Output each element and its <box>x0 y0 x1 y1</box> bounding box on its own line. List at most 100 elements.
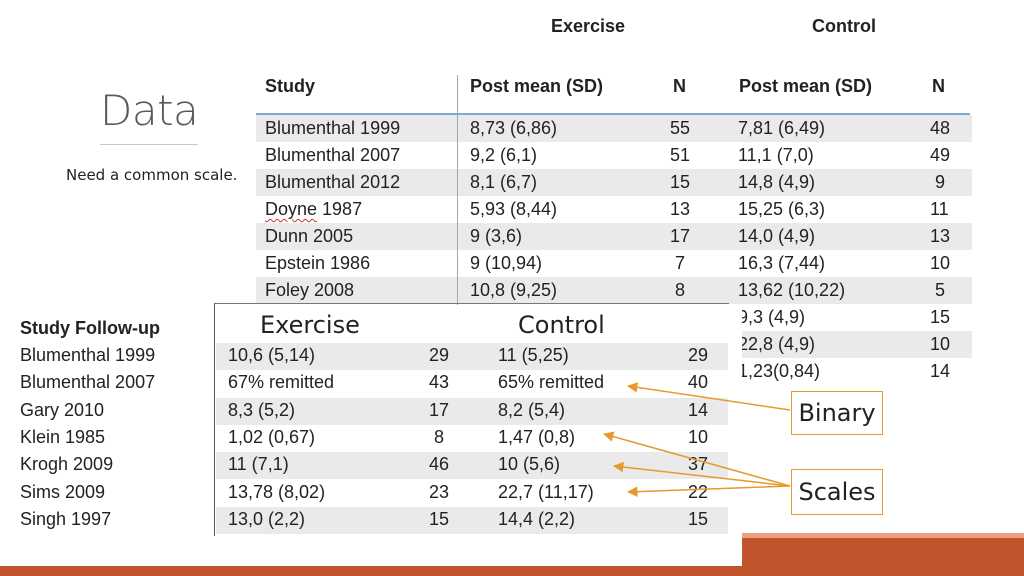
slide-subtitle: Need a common scale. <box>66 166 238 184</box>
ex-n-cell: 17 <box>670 226 691 246</box>
ctl-mean-cell: 7,81 (6,49) <box>738 118 826 138</box>
study-name-misspelled: Doyne <box>265 199 318 219</box>
upper-col-ex-n: N <box>673 76 686 96</box>
upper-group-exercise: Exercise <box>551 16 626 36</box>
upper-col-ctl-n: N <box>932 76 945 96</box>
ex-n-cell: 7 <box>675 253 686 273</box>
scales-arrow-sims <box>626 485 791 497</box>
study-cell: Dunn 2005 <box>265 226 354 246</box>
ctl-mean-cell: 14,0 (4,9) <box>738 226 816 246</box>
upper-header-rule <box>256 113 970 115</box>
upper-group-control: Control <box>812 16 876 36</box>
ex-mean-cell: 9 (10,94) <box>470 253 543 273</box>
ex-n-cell: 23 <box>429 482 450 502</box>
study-cell: Epstein 1986 <box>265 253 371 273</box>
slide-title: Data <box>100 86 199 135</box>
upper-column-divider <box>457 75 458 305</box>
ctl-n-cell: 40 <box>688 372 709 392</box>
ctl-value-cell: 8,2 (5,4) <box>498 400 566 420</box>
ctl-n-cell: 22 <box>688 482 709 502</box>
ctl-n-cell: 48 <box>930 118 951 138</box>
ctl-mean-cell: 11,1 (7,0) <box>738 145 814 165</box>
ex-n-cell: 15 <box>670 172 691 192</box>
scales-arrow-klein <box>602 431 791 487</box>
lower-group-control: Control <box>518 311 605 339</box>
ex-value-cell: 13,78 (8,02) <box>228 482 326 502</box>
table-row: 11 (7,1) 46 10 (5,6) 37 <box>216 452 728 479</box>
ctl-n-cell: 14 <box>688 400 709 420</box>
ctl-n-cell: 11 <box>930 199 949 219</box>
table-row: 67% remitted 43 65% remitted 40 <box>216 370 728 397</box>
ex-n-cell: 29 <box>429 345 450 365</box>
ctl-value-cell: 14,4 (2,2) <box>498 509 576 529</box>
ctl-n-cell: 15 <box>688 509 709 529</box>
table-row: 9,3 (4,9) 15 <box>256 304 972 331</box>
binary-callout: Binary <box>791 391 883 435</box>
study-cell: Foley 2008 <box>265 280 355 300</box>
ctl-n-cell: 13 <box>930 226 951 246</box>
ex-mean-cell: 5,93 (8,44) <box>470 199 558 219</box>
study-label: Blumenthal 2007 <box>20 372 156 392</box>
table-row: 1,02 (0,67) 8 1,47 (0,8) 10 <box>216 425 728 452</box>
ctl-n-cell: 15 <box>930 307 951 327</box>
ex-mean-cell: 9,2 (6,1) <box>470 145 538 165</box>
ex-n-cell: 8 <box>434 427 445 447</box>
table-row: Dunn 2005 9 (3,6) 17 14,0 (4,9) 13 <box>256 223 972 250</box>
scales-callout: Scales <box>791 469 883 515</box>
ex-n-cell: 8 <box>675 280 686 300</box>
ctl-value-cell: 1,47 (0,8) <box>498 427 576 447</box>
ctl-n-cell: 49 <box>930 145 951 165</box>
ex-value-cell: 67% remitted <box>228 372 335 392</box>
ex-n-cell: 13 <box>670 199 691 219</box>
study-year: 1987 <box>317 199 363 219</box>
ex-n-cell: 17 <box>429 400 450 420</box>
table-row: 10,6 (5,14) 29 11 (5,25) 29 <box>216 343 728 370</box>
ctl-value-cell: 10 (5,6) <box>498 454 561 474</box>
ex-n-cell: 46 <box>429 454 450 474</box>
footer-accent-strip <box>742 533 1024 538</box>
study-label: Singh 1997 <box>20 509 112 529</box>
ex-mean-cell: 8,1 (6,7) <box>470 172 538 192</box>
ex-mean-cell: 10,8 (9,25) <box>470 280 558 300</box>
table-row: Doyne 1987 5,93 (8,44) 13 15,25 (6,3) 11 <box>256 196 972 223</box>
study-cell: Blumenthal 2012 <box>265 172 401 192</box>
binary-arrow <box>626 382 791 411</box>
study-label: Blumenthal 1999 <box>20 345 156 365</box>
lower-top-rule <box>214 303 729 304</box>
ctl-mean-cell: 13,62 (10,22) <box>738 280 846 300</box>
ex-value-cell: 8,3 (5,2) <box>228 400 296 420</box>
lower-column-divider <box>214 303 215 536</box>
ex-mean-cell: 9 (3,6) <box>470 226 523 246</box>
ctl-n-cell: 29 <box>688 345 709 365</box>
lower-row-header: Study Follow-up <box>20 318 160 338</box>
title-underline <box>100 144 198 145</box>
footer-accent-block <box>742 533 1024 576</box>
ctl-n-cell: 10 <box>930 253 951 273</box>
upper-col-ctl-mean: Post mean (SD) <box>739 76 873 96</box>
study-label: Krogh 2009 <box>20 454 114 474</box>
ex-n-cell: 51 <box>670 145 691 165</box>
ctl-mean-cell: 9,3 (4,9) <box>738 307 806 327</box>
ex-value-cell: 11 (7,1) <box>228 454 289 474</box>
ex-n-cell: 43 <box>429 372 450 392</box>
scales-arrow-krogh <box>612 461 791 487</box>
ex-value-cell: 13,0 (2,2) <box>228 509 306 529</box>
table-row: 8,3 (5,2) 17 8,2 (5,4) 14 <box>216 398 728 425</box>
study-label: Klein 1985 <box>20 427 106 447</box>
table-row: 1,23(0,84) 14 <box>256 358 972 385</box>
upper-col-study: Study <box>265 76 316 96</box>
ctl-mean-cell: 1,23(0,84) <box>738 361 821 381</box>
study-cell: Doyne 1987 <box>265 199 362 220</box>
ex-mean-cell: 8,73 (6,86) <box>470 118 558 138</box>
ctl-value-cell: 65% remitted <box>498 372 605 392</box>
ctl-n-cell: 10 <box>688 427 709 447</box>
ctl-mean-cell: 14,8 (4,9) <box>738 172 816 192</box>
ctl-value-cell: 22,7 (11,17) <box>498 482 594 502</box>
ex-value-cell: 10,6 (5,14) <box>228 345 316 365</box>
ctl-n-cell: 10 <box>930 334 951 354</box>
ctl-n-cell: 9 <box>935 172 946 192</box>
table-row: Epstein 1986 9 (10,94) 7 16,3 (7,44) 10 <box>256 250 972 277</box>
ex-n-cell: 15 <box>429 509 450 529</box>
ctl-n-cell: 5 <box>935 280 946 300</box>
